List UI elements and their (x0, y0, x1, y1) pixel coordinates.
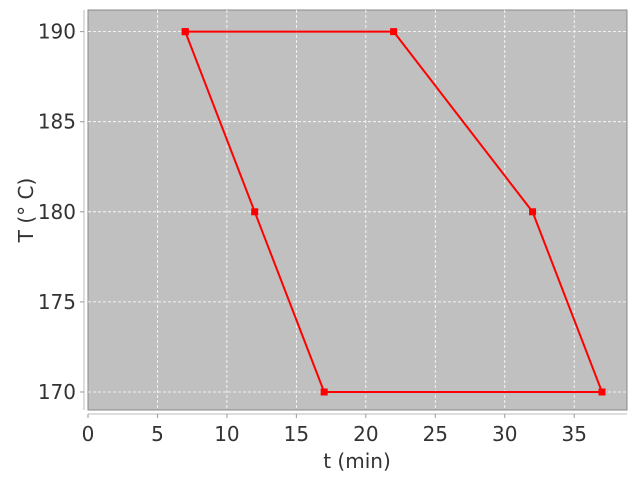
x-tick-label: 30 (492, 422, 517, 446)
ticks: 0 5 10 15 20 25 30 35 170 175 180 185 190 (38, 20, 587, 446)
data-point (390, 28, 398, 36)
y-tick-label: 185 (38, 110, 76, 134)
x-tick-label: 25 (423, 422, 448, 446)
data-point (251, 208, 259, 216)
data-point (181, 28, 189, 36)
data-point (529, 208, 537, 216)
y-tick-label: 175 (38, 290, 76, 314)
data-point (598, 388, 606, 396)
x-tick-label: 35 (561, 422, 586, 446)
series (181, 28, 606, 396)
y-axis-label: T (° C) (14, 178, 38, 244)
grid (88, 10, 627, 410)
x-tick-label: 20 (353, 422, 378, 446)
y-tick-label: 180 (38, 200, 76, 224)
x-axis-label: t (min) (323, 449, 391, 473)
x-tick-label: 10 (214, 422, 239, 446)
x-tick-label: 5 (151, 422, 164, 446)
x-tick-label: 15 (284, 422, 309, 446)
plot-area (87, 9, 628, 411)
y-tick-label: 170 (38, 380, 76, 404)
data-point (320, 388, 328, 396)
y-tick-label: 190 (38, 20, 76, 44)
x-tick-label: 0 (82, 422, 95, 446)
